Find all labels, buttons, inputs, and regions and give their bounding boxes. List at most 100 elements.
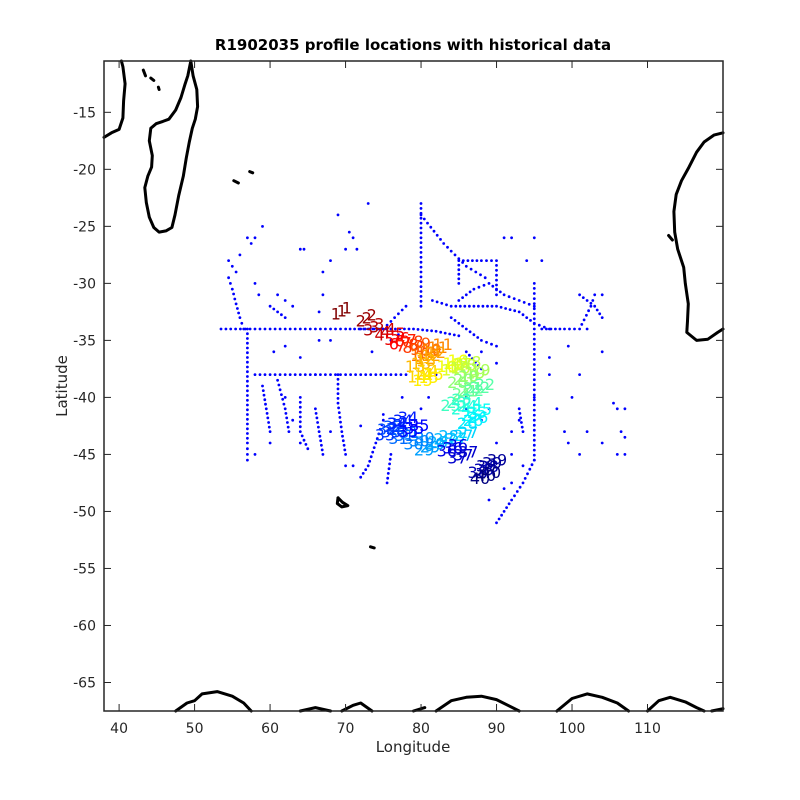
- historical-point: [527, 302, 531, 306]
- historical-point: [276, 378, 279, 382]
- historical-point: [566, 344, 570, 348]
- profile-number-label: 32: [377, 420, 397, 439]
- historical-point: [466, 259, 470, 262]
- historical-point: [334, 373, 337, 376]
- historical-point: [532, 297, 536, 300]
- historical-point: [520, 425, 524, 429]
- historical-point: [573, 327, 576, 331]
- profile-number-label: 15: [412, 371, 432, 390]
- profile-number-label: 21: [458, 382, 478, 401]
- profile-number-label: 35: [398, 422, 418, 441]
- historical-point: [619, 430, 623, 433]
- historical-point: [320, 443, 323, 447]
- historical-point: [336, 213, 340, 217]
- historical-point: [397, 312, 400, 316]
- x-tick-label: 70: [337, 721, 355, 737]
- historical-point: [344, 247, 347, 251]
- historical-point: [480, 418, 483, 422]
- historical-point: [495, 259, 498, 262]
- historical-point: [419, 265, 423, 269]
- historical-point: [570, 396, 574, 399]
- historical-point: [585, 299, 589, 302]
- historical-point: [242, 327, 246, 331]
- historical-point: [482, 283, 486, 287]
- profile-number-label: 40: [481, 463, 501, 482]
- historical-point: [458, 304, 462, 308]
- profile-number-label: 5: [384, 330, 394, 349]
- historical-point: [272, 350, 276, 354]
- historical-point: [532, 304, 536, 308]
- historical-point: [525, 259, 529, 262]
- historical-point: [566, 441, 570, 445]
- profile-layer: 11 122 233 344 455 566 677 788 899 91010101111111…: [331, 299, 507, 488]
- historical-point: [336, 397, 340, 400]
- historical-point: [475, 259, 479, 262]
- historical-point: [472, 287, 476, 291]
- historical-point: [490, 304, 494, 308]
- profile-number-label: 6: [389, 334, 399, 353]
- historical-point: [329, 327, 332, 331]
- historical-point: [500, 513, 503, 517]
- profile-number-label: 36: [448, 436, 468, 455]
- historical-point: [487, 407, 491, 411]
- historical-point: [486, 304, 489, 308]
- historical-point: [227, 259, 231, 262]
- historical-point: [480, 339, 483, 342]
- profile-number-label: 38: [474, 460, 494, 479]
- historical-point: [464, 327, 468, 331]
- historical-point: [261, 384, 264, 388]
- profile-number-label: 28: [439, 427, 459, 446]
- historical-point: [246, 422, 249, 426]
- x-tick-label: 90: [488, 721, 506, 737]
- historical-point: [485, 340, 488, 344]
- profile-number-label: 21: [463, 379, 483, 398]
- profile-number-label: 12: [421, 346, 441, 365]
- historical-point: [578, 327, 581, 331]
- historical-point: [321, 293, 325, 297]
- historical-point: [481, 304, 485, 308]
- historical-point: [468, 304, 471, 308]
- historical-point: [238, 316, 242, 319]
- historical-point: [298, 420, 302, 424]
- axes-background: [104, 61, 723, 711]
- historical-point: [308, 327, 312, 331]
- profile-number-label: 20: [458, 367, 478, 386]
- coastline-8: [672, 131, 725, 342]
- profile-number-label: 11: [422, 341, 442, 360]
- profile-number-label: 26: [457, 414, 477, 433]
- historical-point: [532, 312, 536, 316]
- historical-point: [372, 446, 376, 449]
- historical-point: [233, 297, 237, 301]
- historical-point: [276, 293, 279, 297]
- historical-point: [230, 264, 234, 268]
- historical-point: [339, 420, 342, 424]
- historical-point: [283, 344, 287, 348]
- profile-number-label: 7: [402, 334, 412, 353]
- historical-point: [502, 293, 506, 297]
- historical-point: [284, 412, 288, 415]
- historical-point: [261, 389, 265, 392]
- historical-point: [532, 282, 536, 285]
- historical-point: [266, 416, 270, 420]
- historical-point: [304, 443, 308, 446]
- historical-point: [495, 288, 498, 292]
- historical-point: [253, 327, 257, 331]
- historical-point: [555, 407, 559, 411]
- historical-point: [419, 270, 423, 274]
- profile-number-label: 31: [399, 423, 419, 442]
- historical-point: [344, 464, 347, 468]
- profile-number-label: 1: [331, 305, 341, 324]
- historical-point: [477, 304, 480, 308]
- historical-point: [532, 433, 536, 437]
- historical-point: [472, 333, 476, 337]
- historical-point: [397, 333, 400, 337]
- profile-number-label: 38: [479, 457, 499, 476]
- profile-number-label: 24: [451, 399, 471, 418]
- historical-point: [298, 247, 302, 251]
- profile-number-label: 18: [456, 355, 476, 374]
- y-tick-label: -65: [73, 675, 96, 691]
- profile-number-label: 18: [461, 352, 481, 371]
- x-tick-label: 40: [110, 721, 128, 737]
- historical-point: [517, 299, 521, 302]
